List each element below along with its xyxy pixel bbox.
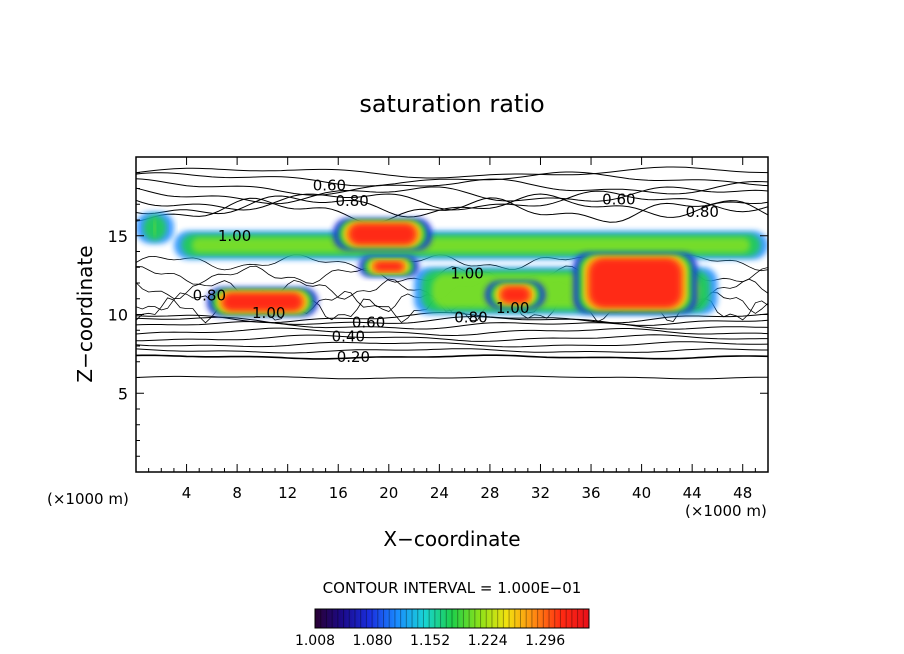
contour-label: 0.80	[335, 192, 368, 210]
y-tick-label: 5	[118, 384, 128, 403]
contour-line	[136, 320, 768, 330]
colorbar-tick-label: 1.008	[295, 633, 335, 649]
colorbar-tick-label: 1.224	[468, 633, 508, 649]
colorbar-tick-label: 1.296	[525, 633, 565, 649]
contour-line	[136, 186, 768, 205]
saturation-region	[374, 262, 403, 271]
y-tick-label: 10	[108, 306, 128, 325]
colorbar-tick-label: 1.080	[352, 633, 392, 649]
contour-interval-label: CONTOUR INTERVAL = 1.000E−01	[323, 579, 582, 597]
chart-title: saturation ratio	[359, 90, 544, 118]
contour-lines	[136, 166, 768, 380]
contour-label: 0.80	[193, 287, 226, 305]
contour-label: 0.60	[313, 176, 346, 194]
contour-label: 0.80	[686, 203, 719, 221]
saturation-field: 0.600.80 0.600.801.001.000.801.00 1.000.80…	[136, 166, 768, 380]
contour-line	[136, 354, 768, 360]
colorbar-gradient	[314, 608, 590, 629]
contour-line	[136, 178, 768, 196]
x-tick-label: 12	[278, 484, 297, 502]
contour-labels: 0.600.80 0.600.801.001.000.801.00 1.000.80…	[193, 176, 719, 366]
y-axis-ticks: 5 10 15	[108, 172, 768, 457]
x-tick-label: 40	[632, 484, 651, 502]
x-tick-label: 24	[430, 484, 449, 502]
contour-label: 0.60	[352, 313, 385, 331]
colorbar-stripes	[320, 609, 584, 628]
contour-line	[136, 375, 768, 380]
colored-supersaturation-regions	[136, 212, 768, 317]
contour-line	[136, 193, 768, 218]
colorbar-tick-label: 1.152	[410, 633, 450, 649]
contour-line	[136, 171, 768, 187]
x-axis-ticks: 4 8 12 16 20 24 28 32 36 40 44 48	[148, 157, 756, 502]
x-tick-label: 44	[683, 484, 702, 502]
x-tick-label: 20	[379, 484, 398, 502]
x-unit-left: (×1000 m)	[47, 490, 129, 508]
contour-label: 0.60	[602, 191, 635, 209]
contour-label: 1.00	[252, 304, 285, 322]
contour-line	[136, 315, 768, 326]
x-axis-label: X−coordinate	[383, 527, 520, 551]
contour-label: 0.20	[337, 348, 370, 366]
colorbar: 1.008 1.080 1.152 1.224 1.296	[295, 608, 590, 649]
x-unit-right: (×1000 m)	[685, 502, 767, 520]
contour-label: 1.00	[218, 227, 251, 245]
contour-line	[136, 197, 768, 224]
saturation-region	[153, 218, 157, 238]
x-tick-label: 4	[182, 484, 192, 502]
contour-label: 0.40	[332, 328, 365, 346]
contour-line	[136, 334, 768, 342]
contour-line	[136, 348, 768, 354]
contour-line	[136, 166, 768, 179]
saturation-region	[191, 237, 751, 253]
x-tick-label: 32	[531, 484, 550, 502]
x-tick-label: 28	[480, 484, 499, 502]
x-tick-label: 8	[232, 484, 242, 502]
saturation-region	[223, 293, 302, 311]
y-tick-label: 15	[108, 227, 128, 246]
saturation-region	[589, 258, 681, 308]
x-tick-label: 48	[733, 484, 752, 502]
saturation-region	[501, 287, 530, 303]
contour-line	[136, 341, 768, 348]
x-tick-label: 16	[329, 484, 348, 502]
x-tick-label: 36	[581, 484, 600, 502]
contour-label: 0.80	[454, 309, 487, 327]
contour-line	[136, 327, 768, 337]
contour-label: 1.00	[496, 299, 529, 317]
saturation-region	[349, 224, 416, 245]
colorbar-tick-labels: 1.008 1.080 1.152 1.224 1.296	[295, 633, 565, 649]
contour-label: 1.00	[450, 265, 483, 283]
y-axis-label: Z−coordinate	[73, 245, 97, 382]
